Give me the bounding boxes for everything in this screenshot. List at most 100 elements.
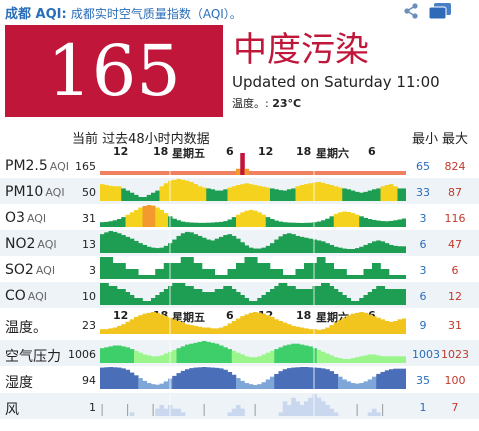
- sparkline-bar: [359, 298, 364, 305]
- sparkline-bar: [151, 247, 156, 253]
- sparkline-bar: [227, 349, 233, 363]
- sparkline-bar: [202, 292, 207, 305]
- sparkline-bar: [104, 171, 109, 175]
- sparkline-bar: [401, 171, 406, 175]
- sparkline-no2[interactable]: [100, 231, 406, 255]
- sparkline-bar: [372, 289, 377, 305]
- sparkline-bar: [291, 275, 296, 279]
- row-name: NO2 AQI: [5, 236, 57, 252]
- sparkline-bar: [172, 283, 177, 305]
- sparkline-bar: [278, 347, 284, 363]
- sparkline-bar: [308, 171, 313, 175]
- sparkline-bar: [112, 286, 118, 305]
- sparkline-bar: [197, 186, 203, 201]
- sparkline-bar: [100, 348, 105, 363]
- row-unit: AQI: [35, 264, 56, 277]
- sparkline-bar: [163, 171, 169, 175]
- time-axis-label: 6: [226, 145, 234, 158]
- sparkline-bar: [176, 171, 182, 175]
- sparkline-bar: [240, 316, 245, 334]
- sparkline-bar: [155, 190, 160, 201]
- sparkline-bar: [346, 381, 352, 389]
- sparkline-bar: [380, 371, 386, 389]
- sparkline-bar: [240, 295, 245, 305]
- sparkline-bar: [350, 275, 356, 279]
- sparkline-bar: [278, 221, 284, 227]
- sparkline-bar: [372, 354, 377, 363]
- row-current-value: 165: [75, 160, 96, 173]
- sparkline-bar: [333, 269, 339, 279]
- sparkline-bar: [346, 189, 352, 201]
- sparkline-so2[interactable]: [100, 257, 406, 281]
- sparkline-bar: [210, 328, 216, 334]
- row-unit: AQI: [37, 238, 57, 251]
- sparkline-bar: [155, 408, 160, 416]
- time-axis-label: 12: [258, 145, 274, 158]
- sparkline-temp[interactable]: [100, 312, 406, 336]
- sparkline-bar: [185, 369, 190, 389]
- row-max-value: 12: [448, 290, 462, 303]
- sparkline-bar: [287, 344, 292, 363]
- row-min-value: 65: [416, 160, 430, 173]
- sparkline-bar: [401, 275, 406, 279]
- windows-icon[interactable]: [428, 2, 452, 20]
- sparkline-bar: [151, 384, 156, 389]
- sparkline-bar: [316, 286, 322, 305]
- sparkline-bar: [138, 197, 143, 201]
- sparkline-wind[interactable]: [100, 394, 406, 418]
- sparkline-bar: [142, 354, 148, 363]
- sparkline-bar: [257, 312, 262, 334]
- sparkline-bar: [121, 368, 126, 389]
- sparkline-bar: [384, 185, 390, 201]
- sparkline-bar: [372, 408, 377, 416]
- sparkline-bar: [104, 283, 109, 305]
- sparkline-bar: [316, 171, 322, 175]
- sparkline-bar: [104, 329, 109, 334]
- sparkline-bar: [393, 186, 398, 201]
- sparkline-bar: [359, 216, 364, 227]
- sparkline-bar: [202, 222, 207, 227]
- sparkline-bar: [231, 235, 237, 253]
- sparkline-bar: [367, 243, 373, 253]
- sparkline-pressure[interactable]: [100, 341, 406, 365]
- sparkline-bar: [146, 312, 152, 334]
- sparkline-bar: [380, 241, 386, 253]
- sparkline-bar: [355, 312, 360, 334]
- sparkline-bar: [108, 231, 114, 253]
- sparkline-bar: [291, 325, 296, 334]
- sparkline-bar: [401, 246, 406, 253]
- sparkline-pm25[interactable]: [100, 153, 406, 177]
- sparkline-bar: [312, 239, 318, 253]
- row-max-value: 116: [444, 212, 466, 225]
- sparkline-bar: [321, 182, 326, 201]
- sparkline-bar: [219, 275, 224, 279]
- wind-tick: [203, 404, 205, 416]
- sparkline-bar: [197, 289, 203, 305]
- sparkline-bar: [104, 221, 109, 227]
- wind-tick: [254, 404, 256, 416]
- sparkline-bar: [180, 346, 186, 363]
- sparkline-bar: [151, 356, 156, 363]
- sparkline-bar: [329, 355, 335, 363]
- sparkline-bar: [333, 246, 339, 253]
- sparkline-pm10[interactable]: [100, 179, 406, 203]
- sparkline-bar: [291, 367, 296, 389]
- sparkline-bar: [299, 327, 305, 334]
- sparkline-bar: [236, 214, 241, 227]
- sparkline-bar: [393, 321, 398, 334]
- sparkline-bar: [287, 233, 292, 253]
- sparkline-bar: [325, 218, 330, 227]
- sparkline-bar: [397, 368, 403, 389]
- sparkline-bar: [100, 222, 105, 227]
- sparkline-o3[interactable]: [100, 205, 406, 229]
- sparkline-bar: [299, 344, 305, 363]
- sparkline-co[interactable]: [100, 283, 406, 307]
- sparkline-humidity[interactable]: [100, 367, 406, 391]
- share-icon[interactable]: [402, 2, 420, 20]
- sparkline-bar: [117, 367, 122, 389]
- row-no2: NO2 AQI 13 6 47: [0, 230, 479, 256]
- sparkline-bar: [299, 223, 305, 227]
- sparkline-bar: [104, 185, 109, 201]
- sparkline-bar: [172, 263, 177, 279]
- sparkline-bar: [342, 295, 347, 305]
